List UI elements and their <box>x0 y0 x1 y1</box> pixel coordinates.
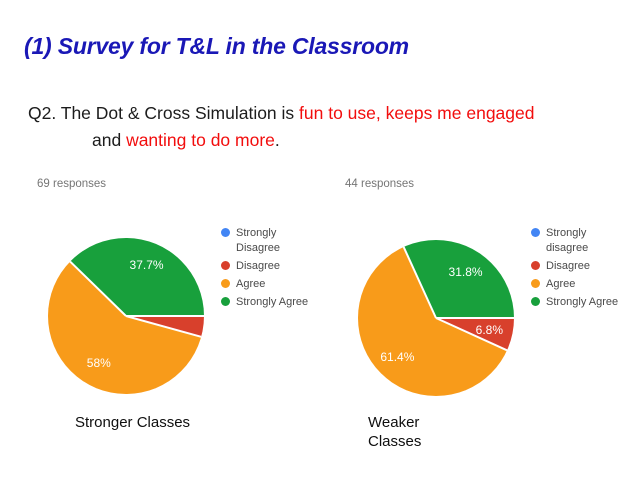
legend-dot-icon <box>531 278 540 288</box>
legend-label: Disagree <box>236 259 281 272</box>
legend-dot-icon <box>531 228 540 237</box>
legend-label: Agree <box>236 277 266 290</box>
pie-slice-label: 37.7% <box>129 258 164 273</box>
question-segment: fun to use, keeps me engaged <box>299 103 535 123</box>
question-line-2: and wanting to do more. <box>28 127 534 154</box>
legend-item: Strongly Agree <box>221 295 308 310</box>
pie-slice-label: 61.4% <box>380 349 415 364</box>
legend-label: Strongly Agree <box>236 295 309 308</box>
legend-dot-icon <box>531 296 540 306</box>
legend-item: Strongly Disagree <box>221 226 308 255</box>
legend-label: Agree <box>546 277 576 290</box>
legend-dot-icon <box>531 260 540 270</box>
pie-slice-label: 6.8% <box>475 322 504 337</box>
slide-title: (1) Survey for T&L in the Classroom <box>24 33 409 59</box>
chart-caption-weaker: Weaker Classes <box>368 414 422 450</box>
question-segment: Q2. The Dot & Cross Simulation is <box>28 103 300 123</box>
legend-item: Agree <box>221 277 308 292</box>
pie-slice-separator <box>126 315 204 317</box>
pie-slice-separator <box>125 315 202 338</box>
pie-chart-stronger-classes: 58% 37.7% <box>48 238 204 394</box>
legend-item: Strongly Agree <box>531 295 618 310</box>
legend-right: Strongly disagree Disagree Agree Strongly Ag… <box>531 226 618 313</box>
legend-dot-icon <box>221 296 230 306</box>
legend-item: Disagree <box>531 259 618 274</box>
legend-item: Strongly disagree <box>531 226 618 255</box>
pie-chart-weaker-classes: 6.8% 61.4% 31.8% <box>358 240 514 396</box>
question-segment: and <box>92 130 127 150</box>
pie-slice-separator <box>69 260 127 317</box>
legend-dot-icon <box>221 278 230 288</box>
legend-label: Strongly Agree <box>546 295 619 308</box>
question-segment: . <box>274 130 280 150</box>
pie-slice-separator <box>436 317 514 319</box>
legend-left: Strongly Disagree Disagree Agree Strongly Ag… <box>221 226 308 313</box>
legend-item: Disagree <box>221 259 308 274</box>
legend-label: Strongly disagree <box>546 227 589 254</box>
question-line-1: Q2. The Dot & Cross Simulation is fun to… <box>28 100 534 127</box>
legend-label: Disagree <box>546 259 591 272</box>
pie-slice-label: 58% <box>86 356 111 371</box>
pie-slice-separator <box>402 246 437 319</box>
responses-count-right: 44 responses <box>345 178 415 190</box>
legend-dot-icon <box>221 260 230 270</box>
responses-count-left: 69 responses <box>37 178 107 190</box>
chart-caption-stronger: Stronger Classes <box>75 414 191 431</box>
question-segment: wanting to do more <box>126 130 275 150</box>
legend-item: Agree <box>531 277 618 292</box>
pie-slice-label: 31.8% <box>448 265 483 280</box>
question-text: Q2. The Dot & Cross Simulation is fun to… <box>28 100 534 154</box>
legend-label: Strongly Disagree <box>236 227 281 254</box>
legend-dot-icon <box>221 228 230 237</box>
